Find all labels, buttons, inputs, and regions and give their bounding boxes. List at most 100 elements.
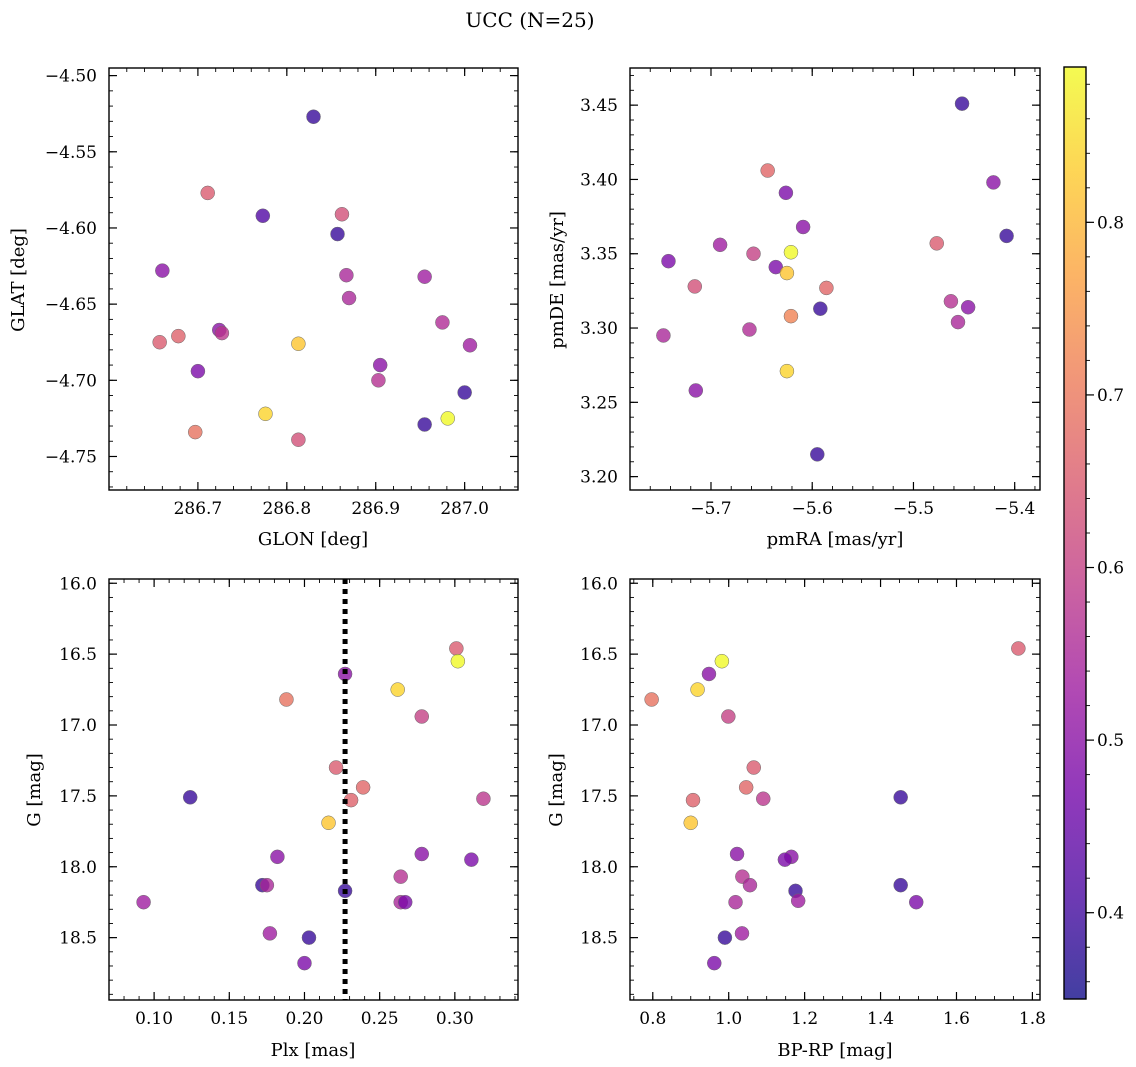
plot-glon-glat: 286.7 286.8 286.9 287.0 −4.75 −4.70 −4.65 −4.60… bbox=[45, 67, 519, 519]
x-tick-label: 286.9 bbox=[351, 499, 400, 519]
y-tick-label: 3.25 bbox=[580, 393, 618, 413]
scatter-point bbox=[462, 338, 478, 353]
scatter-point bbox=[270, 849, 285, 865]
x-tick-label: 0.25 bbox=[361, 1009, 399, 1029]
xlabel-pmra: pmRA [mas/yr] bbox=[767, 529, 904, 550]
scatter-point bbox=[414, 709, 430, 724]
plot-pmra-pmde: −5.7 −5.6 −5.5 −5.4 3.20 3.25 3.30 3.35 3.40 3.45 bbox=[580, 67, 1041, 519]
scatter-point bbox=[393, 869, 408, 884]
axes-frame bbox=[108, 578, 519, 1001]
scatter-point bbox=[819, 280, 834, 296]
scatter-point bbox=[440, 411, 456, 426]
y-tick-label: 16.5 bbox=[59, 645, 97, 665]
colorbar-tick-label: 0.5 bbox=[1097, 731, 1124, 751]
scatter-point bbox=[464, 852, 479, 867]
scatter-point bbox=[813, 301, 828, 316]
panel-plx-g: Plx [mas] G [mag] bbox=[24, 753, 355, 1061]
scatter-point bbox=[200, 185, 215, 201]
scatter-point bbox=[893, 877, 908, 893]
scatter-point bbox=[390, 682, 405, 697]
scatter-point bbox=[729, 846, 745, 862]
scatter-point bbox=[321, 815, 336, 831]
colorbar: 0.4 0.5 0.6 0.7 0.8 bbox=[1063, 66, 1124, 1000]
y-tick-label: −4.60 bbox=[45, 219, 97, 239]
scatter-point bbox=[372, 357, 388, 373]
scatter-point bbox=[155, 263, 170, 278]
scatter-point bbox=[760, 163, 775, 178]
scatter-point bbox=[291, 432, 306, 447]
scatter-point bbox=[986, 175, 1001, 190]
scatter-point bbox=[182, 790, 198, 805]
x-tick-label: 286.8 bbox=[262, 499, 311, 519]
scatter-point bbox=[190, 363, 206, 379]
scatter-point bbox=[449, 641, 464, 656]
scatter-point bbox=[742, 322, 757, 337]
ylabel-pmde: pmDE [mas/yr] bbox=[547, 211, 568, 349]
x-tick-label: 1.4 bbox=[867, 1009, 894, 1029]
scatter-point bbox=[714, 653, 730, 669]
y-tick-label: −4.55 bbox=[45, 143, 97, 163]
x-tick-label: 1.0 bbox=[715, 1009, 742, 1029]
y-tick-label: 17.0 bbox=[59, 716, 97, 736]
y-tick-label: 16.0 bbox=[580, 574, 618, 594]
scatter-point bbox=[779, 363, 795, 379]
scatter-point bbox=[414, 846, 430, 862]
scatter-point bbox=[187, 424, 203, 440]
scatter-point bbox=[688, 383, 704, 398]
scatter-point bbox=[457, 385, 472, 400]
x-tick-label: 1.8 bbox=[1019, 1009, 1046, 1029]
y-tick-label: 18.5 bbox=[59, 929, 97, 949]
scatter-point bbox=[450, 653, 466, 669]
axes-frame bbox=[108, 67, 519, 491]
y-tick-label: 3.35 bbox=[580, 245, 618, 265]
panel-pmra-pmde: pmRA [mas/yr] pmDE [mas/yr] bbox=[547, 211, 903, 550]
scatter-point bbox=[136, 894, 151, 910]
scatter-point bbox=[687, 279, 703, 294]
y-tick-label: 3.40 bbox=[580, 170, 618, 190]
panel-bprp-g: BP-RP [mag] G [mag] bbox=[546, 753, 893, 1061]
scatter-point bbox=[334, 207, 350, 222]
x-tick-label: 0.10 bbox=[135, 1009, 173, 1029]
scatter-point bbox=[929, 236, 944, 251]
scatter-point bbox=[339, 267, 354, 283]
scatter-point bbox=[259, 877, 275, 893]
y-tick-label: 16.0 bbox=[59, 574, 97, 594]
scatter-point bbox=[644, 692, 659, 707]
axes-frame bbox=[629, 67, 1041, 491]
scatter-point bbox=[893, 790, 908, 805]
scatter-point bbox=[328, 760, 344, 775]
scatter-point bbox=[255, 208, 271, 224]
scatter-point bbox=[214, 325, 230, 341]
x-tick-label: 287.0 bbox=[440, 499, 489, 519]
scatter-point bbox=[683, 815, 698, 831]
scatter-point bbox=[943, 294, 959, 309]
y-tick-label: 3.30 bbox=[580, 319, 618, 339]
scatter-point bbox=[656, 328, 671, 343]
panel-glon-glat: GLON [deg] GLAT [deg] bbox=[8, 228, 368, 550]
scatter-point bbox=[779, 265, 795, 281]
colorbar-frame bbox=[1063, 66, 1087, 1000]
x-tick-label: −5.7 bbox=[690, 499, 731, 519]
scatter-point bbox=[738, 780, 754, 795]
y-tick-label: 18.5 bbox=[580, 929, 618, 949]
x-tick-label: −5.4 bbox=[994, 499, 1035, 519]
y-tick-label: 18.0 bbox=[59, 858, 97, 878]
colorbar-tick-label: 0.7 bbox=[1097, 386, 1124, 406]
scatter-point bbox=[661, 253, 676, 269]
x-tick-label: −5.6 bbox=[792, 499, 833, 519]
colorbar-gradient bbox=[1064, 67, 1086, 999]
scatter-point bbox=[685, 792, 701, 808]
scatter-point bbox=[728, 894, 743, 910]
y-tick-label: 3.45 bbox=[580, 96, 618, 116]
scatter-point bbox=[417, 269, 432, 284]
ylabel-g-left: G [mag] bbox=[24, 753, 45, 826]
x-tick-label: 0.8 bbox=[639, 1009, 666, 1029]
scatter-point bbox=[297, 955, 312, 971]
scatter-point bbox=[712, 237, 728, 253]
scatter-point bbox=[435, 315, 450, 330]
scatter-point bbox=[279, 692, 294, 707]
scatter-point bbox=[341, 290, 357, 306]
axes-frame bbox=[629, 578, 1041, 1001]
scatter-point bbox=[777, 852, 793, 867]
ylabel-glat: GLAT [deg] bbox=[8, 228, 29, 332]
